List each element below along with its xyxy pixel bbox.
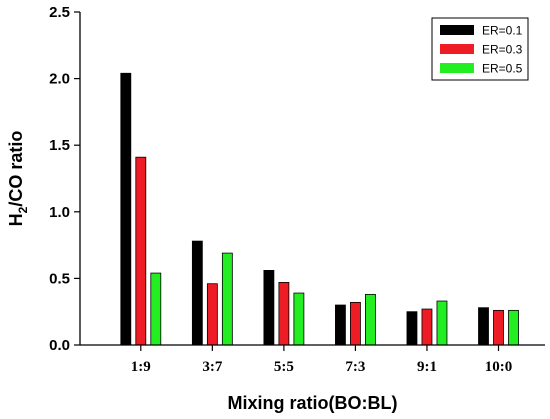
legend-label: ER=0.1: [482, 24, 523, 38]
x-tick-label: 1:9: [131, 359, 151, 375]
x-tick-label: 3:7: [202, 359, 222, 375]
bar-er-0-3-10-0: [493, 309, 504, 346]
x-axis-title: Mixing ratio(BO:BL): [228, 393, 398, 413]
y-axis-ticks: 0.0 0.5 1.0 1.5 2.0 2.5: [49, 4, 80, 354]
bar-er-0-3-1-9: [135, 156, 147, 346]
y-tick-label: 1.0: [49, 204, 70, 221]
y-tick-label: 2.0: [49, 71, 70, 88]
x-tick-label: 10:0: [485, 359, 513, 375]
y-axis-title-main: H: [6, 213, 26, 226]
bar-er-0-1-9-1: [406, 311, 418, 346]
bar-er-0-5-10-0: [508, 309, 519, 346]
legend-label: ER=0.3: [482, 43, 523, 57]
x-axis-ticks: 1:9 3:7 5:5 7:3 9:1 10:0: [131, 345, 512, 375]
bars-group: [120, 72, 519, 346]
y-axis-title: H2/CO ratio: [6, 131, 30, 227]
y-axis-title-subscript: 2: [16, 206, 30, 213]
bar-er-0-1-10-0: [478, 307, 489, 346]
legend-swatch: [440, 25, 474, 35]
bar-er-0-1-1-9: [120, 72, 132, 346]
legend-swatch: [440, 63, 474, 73]
bar-er-0-5-7-3: [365, 293, 376, 346]
bar-er-0-5-1-9: [150, 272, 162, 346]
y-tick-label: 0.0: [49, 337, 70, 354]
legend-swatch: [440, 44, 474, 54]
y-tick-label: 1.5: [49, 137, 70, 154]
bar-er-0-5-9-1: [436, 300, 448, 346]
x-tick-label: 5:5: [274, 359, 294, 375]
bar-er-0-5-3-7: [221, 252, 233, 346]
bar-er-0-5-5-5: [293, 292, 305, 346]
x-tick-label: 9:1: [417, 359, 437, 375]
y-axis-title-rest: /CO ratio: [6, 131, 26, 207]
x-tick-label: 7:3: [345, 359, 365, 375]
y-tick-label: 2.5: [49, 4, 70, 21]
bar-er-0-1-3-7: [191, 240, 203, 346]
legend-label: ER=0.5: [482, 62, 523, 76]
bar-er-0-3-3-7: [206, 283, 218, 346]
bar-er-0-3-7-3: [350, 301, 361, 346]
legend: ER=0.1 ER=0.3 ER=0.5: [431, 17, 529, 81]
bar-er-0-3-9-1: [421, 308, 433, 346]
bar-er-0-1-7-3: [335, 304, 346, 346]
y-tick-label: 0.5: [49, 270, 70, 287]
bar-er-0-3-5-5: [278, 281, 290, 346]
bar-er-0-1-5-5: [263, 270, 275, 346]
